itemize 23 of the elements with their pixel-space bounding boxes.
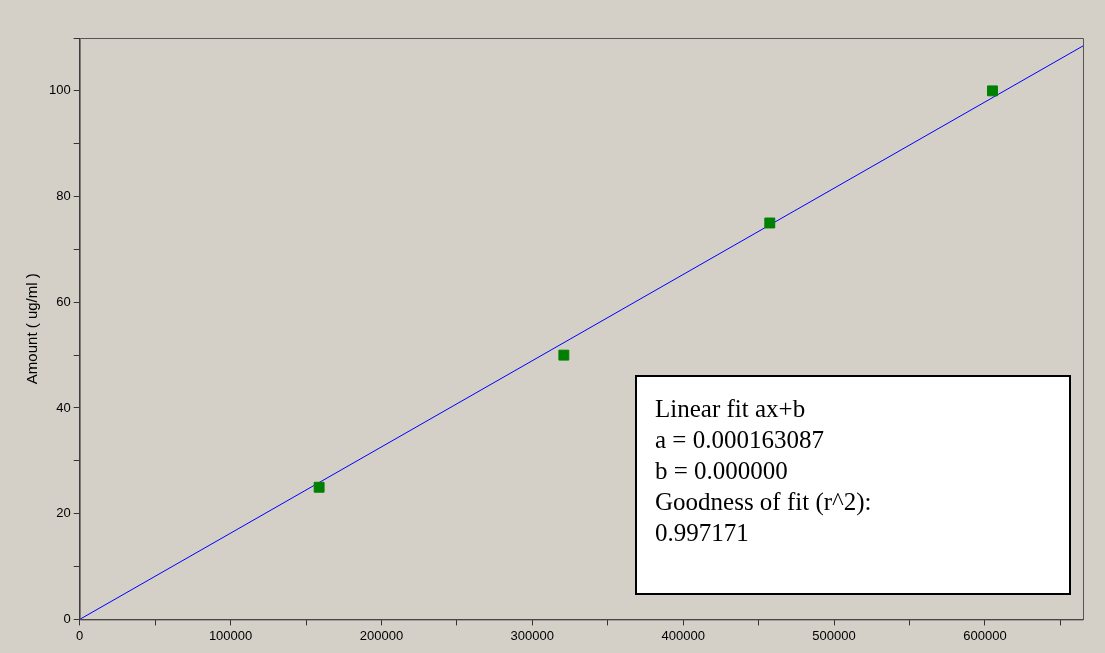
x-tick-label: 100000	[208, 627, 253, 643]
y-tick-label: 80	[56, 188, 71, 204]
x-tick-label: 0	[76, 627, 84, 643]
y-tick-label: 60	[56, 293, 71, 309]
y-tick-label: 0	[63, 610, 71, 626]
annotation: Linear fit ax+b	[655, 394, 807, 424]
x-tick-label: 400000	[661, 627, 705, 643]
x-tick-label: 200000	[359, 627, 404, 643]
annotation: 0.997171	[655, 518, 750, 548]
annotation: Goodness of fit (r^2):	[655, 487, 873, 517]
y-tick-label: 100	[48, 82, 71, 98]
x-tick-label: 300000	[510, 627, 555, 643]
y-tick-label: 40	[56, 399, 71, 415]
y-axis-title: Amount ( ug/ml )	[23, 273, 41, 385]
point	[313, 481, 325, 493]
y-tick-label: 20	[56, 505, 71, 521]
point	[558, 349, 570, 361]
point	[987, 85, 998, 97]
annotation: a = 0.000163087	[655, 425, 825, 455]
x-tick-label: 600000	[963, 627, 1007, 643]
x-tick-label: 500000	[812, 627, 856, 643]
point	[764, 217, 776, 229]
annotation: b = 0.000000	[655, 456, 789, 486]
